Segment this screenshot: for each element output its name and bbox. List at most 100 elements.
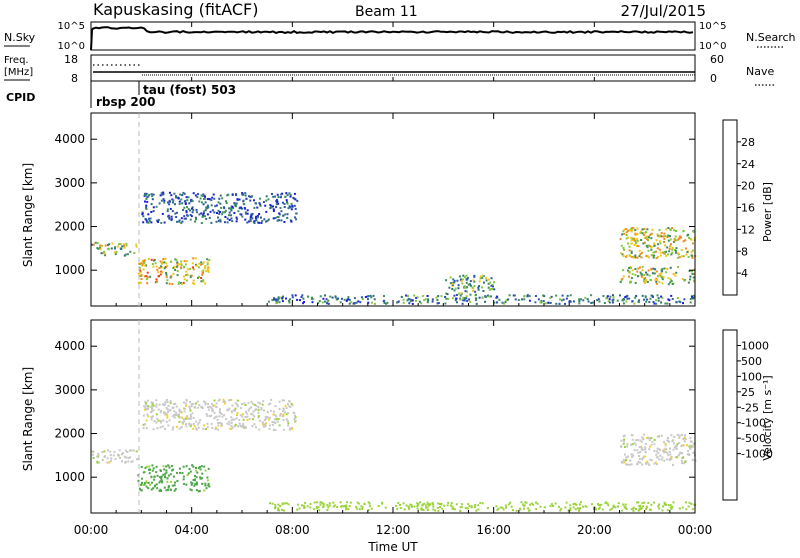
heatmap-cell xyxy=(409,503,412,506)
heatmap-cell xyxy=(218,415,221,418)
heatmap-cell xyxy=(642,242,645,245)
heatmap-cell xyxy=(671,227,674,229)
heatmap-cell xyxy=(680,433,683,436)
heatmap-cell xyxy=(638,249,641,252)
heatmap-cell xyxy=(466,286,469,289)
heatmap-cell xyxy=(160,490,163,492)
heatmap-cell xyxy=(677,256,680,259)
heatmap-cell xyxy=(523,507,525,510)
heatmap-cell xyxy=(150,401,153,404)
heatmap-cell xyxy=(199,476,202,479)
heatmap-cell xyxy=(645,236,648,239)
heatmap-cell xyxy=(625,463,628,466)
heatmap-cell xyxy=(217,424,220,427)
heatmap-cell xyxy=(469,284,472,287)
heatmap-cell xyxy=(628,297,631,300)
heatmap-cell xyxy=(198,421,201,424)
heatmap-cell xyxy=(283,221,286,223)
heatmap-cell xyxy=(572,506,575,509)
heatmap-cell xyxy=(246,209,249,212)
heatmap-cell xyxy=(472,279,475,282)
heatmap-cell xyxy=(145,427,148,430)
heatmap-cell xyxy=(471,286,474,289)
power-colorbar-tick-label: 28 xyxy=(741,136,755,149)
heatmap-cell xyxy=(631,456,634,458)
heatmap-cell xyxy=(168,191,171,194)
heatmap-cell xyxy=(653,501,656,504)
heatmap-cell xyxy=(575,503,578,506)
heatmap-cell xyxy=(148,465,151,468)
heatmap-cell xyxy=(636,256,639,259)
heatmap-cell xyxy=(672,463,674,466)
velocity-colorbar-label: Velocity [m s⁻¹] xyxy=(761,375,774,460)
heatmap-cell xyxy=(265,210,268,213)
heatmap-cell xyxy=(235,220,238,223)
heatmap-cell xyxy=(490,284,493,287)
heatmap-cell xyxy=(206,426,209,429)
heatmap-cell xyxy=(169,402,172,405)
heatmap-cell xyxy=(215,220,218,223)
heatmap-cell xyxy=(201,270,204,273)
heatmap-cell xyxy=(626,443,629,446)
heatmap-cell xyxy=(216,418,219,421)
heatmap-cell xyxy=(161,481,164,484)
heatmap-cell xyxy=(397,502,400,505)
heatmap-cell xyxy=(477,508,480,511)
heatmap-cell xyxy=(156,268,159,271)
heatmap-cell xyxy=(670,253,673,256)
heatmap-cell xyxy=(456,301,458,304)
heatmap-cell xyxy=(164,266,167,268)
heatmap-cell xyxy=(647,269,650,272)
heatmap-cell xyxy=(496,508,499,511)
x-tick-label: 04:00 xyxy=(174,523,209,537)
heatmap-cell xyxy=(206,213,209,216)
heatmap-cell xyxy=(271,421,274,423)
heatmap-cell xyxy=(242,413,244,416)
heatmap-cell xyxy=(681,506,684,509)
heatmap-cell xyxy=(554,502,557,505)
heatmap-cell xyxy=(165,282,168,285)
heatmap-cell xyxy=(233,203,236,205)
heatmap-cell xyxy=(199,468,202,471)
heatmap-cell xyxy=(181,202,184,205)
heatmap-cell xyxy=(190,215,193,218)
velocity-ytick-label: 3000 xyxy=(54,383,85,397)
heatmap-cell xyxy=(231,411,234,414)
heatmap-cell xyxy=(170,480,172,483)
heatmap-cell xyxy=(639,231,642,234)
heatmap-cell xyxy=(197,193,199,196)
heatmap-cell xyxy=(268,418,270,421)
heatmap-cell xyxy=(146,271,149,274)
heatmap-cell xyxy=(125,244,128,247)
heatmap-cell xyxy=(560,299,563,302)
heatmap-cell xyxy=(644,446,647,449)
heatmap-cell xyxy=(150,410,153,413)
heatmap-cell xyxy=(278,219,280,222)
heatmap-cell xyxy=(299,299,301,302)
heatmap-cell xyxy=(180,410,183,413)
heatmap-cell xyxy=(231,205,234,208)
heatmap-cell xyxy=(145,208,148,210)
heatmap-cell xyxy=(294,416,297,419)
heatmap-cell xyxy=(158,481,161,484)
heatmap-cell xyxy=(691,458,694,461)
heatmap-cell xyxy=(465,281,468,284)
heatmap-cell xyxy=(522,503,525,506)
nsky-trace xyxy=(90,26,694,51)
heatmap-cell xyxy=(175,211,178,214)
heatmap-cell xyxy=(154,281,157,284)
heatmap-cell xyxy=(243,425,246,428)
heatmap-cell xyxy=(96,242,99,245)
heatmap-cell xyxy=(242,203,245,205)
heatmap-cell xyxy=(660,458,663,461)
heatmap-cell xyxy=(249,218,252,221)
heatmap-cell xyxy=(158,403,161,406)
heatmap-cell xyxy=(265,199,268,202)
heatmap-cell xyxy=(182,209,185,211)
heatmap-cell xyxy=(225,202,228,204)
heatmap-cell xyxy=(125,242,128,245)
heatmap-cell xyxy=(528,295,531,298)
heatmap-cell xyxy=(210,199,213,201)
heatmap-cell xyxy=(318,509,321,512)
heatmap-cell xyxy=(524,501,527,504)
